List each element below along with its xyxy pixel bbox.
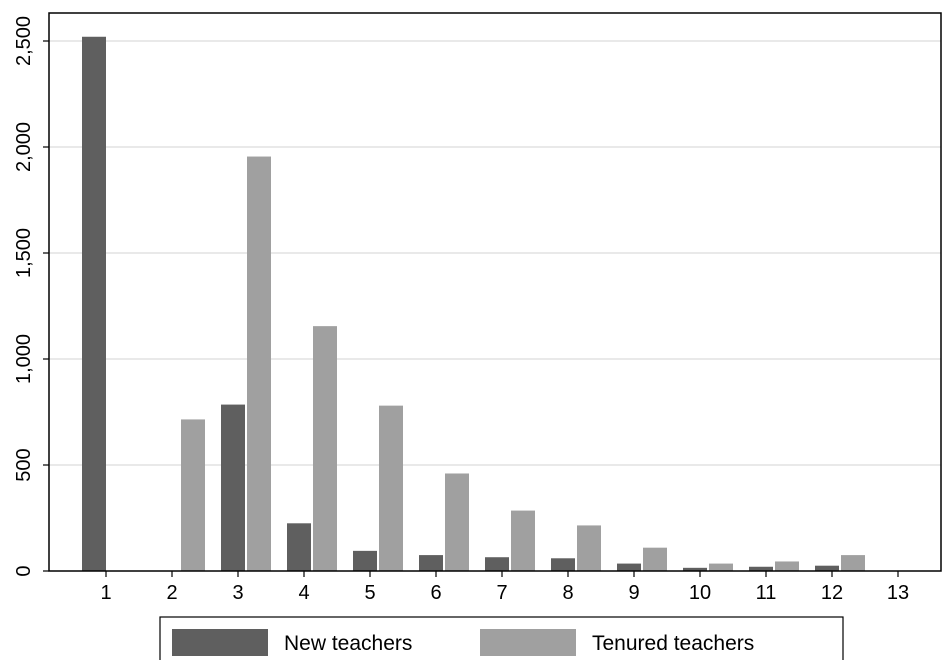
bar-new-teachers-3 [221,404,245,571]
x-tick-label: 13 [887,582,909,604]
y-tick-label: 0 [13,565,35,576]
x-tick-label: 10 [689,582,711,604]
bar-tenured-teachers-6 [445,473,469,571]
x-axis-ticks: 1 2 3 4 5 6 7 8 9 10 11 12 13 [100,571,909,604]
bar-new-teachers-7 [485,557,509,571]
x-tick-label: 4 [298,582,309,604]
x-tick-label: 3 [232,582,243,604]
y-tick-label: 2,000 [13,122,35,172]
bar-new-teachers-6 [419,555,443,571]
x-tick-label: 11 [756,582,777,604]
bar-tenured-teachers-5 [379,405,403,571]
x-tick-label: 6 [430,582,441,604]
x-tick-label: 9 [628,582,639,604]
bar-tenured-teachers-10 [709,563,733,571]
bar-new-teachers-1 [82,36,106,571]
bar-new-teachers-5 [353,550,377,571]
legend: New teachers Tenured teachers [159,616,844,660]
bar-tenured-teachers-9 [643,547,667,571]
legend-label-new-teachers: New teachers [284,632,412,655]
bar-tenured-teachers-4 [313,326,337,571]
bar-new-teachers-12 [815,565,839,571]
bar-tenured-teachers-7 [511,510,535,571]
legend-label-tenured-teachers: Tenured teachers [592,632,754,655]
x-tick-label: 5 [364,582,375,604]
x-tick-label: 2 [166,582,177,604]
y-tick-label: 1,500 [13,228,35,278]
bar-tenured-teachers-11 [775,561,799,571]
bar-new-teachers-11 [749,566,773,571]
gridlines [49,40,941,466]
bar-new-teachers-8 [551,558,575,571]
bar-new-teachers-9 [617,563,641,571]
legend-swatch-new-teachers [172,629,268,656]
bar-tenured-teachers-8 [577,525,601,571]
x-tick-label: 12 [821,582,843,604]
y-axis-ticks: 0 500 1,000 1,500 2,000 2,500 [13,16,49,577]
bar-tenured-teachers-2 [181,419,205,571]
y-tick-label: 1,000 [13,334,35,384]
plot-frame [48,12,942,572]
bars [82,36,865,572]
bar-tenured-teachers-12 [841,555,865,571]
x-tick-label: 7 [496,582,507,604]
bar-new-teachers-10 [683,567,707,571]
x-tick-label: 1 [100,582,111,604]
y-tick-label: 2,500 [13,16,35,66]
legend-swatch-tenured-teachers [480,629,576,656]
bar-tenured-teachers-3 [247,156,271,572]
bar-new-teachers-4 [287,523,311,571]
y-tick-label: 500 [13,448,35,481]
x-tick-label: 8 [562,582,573,604]
